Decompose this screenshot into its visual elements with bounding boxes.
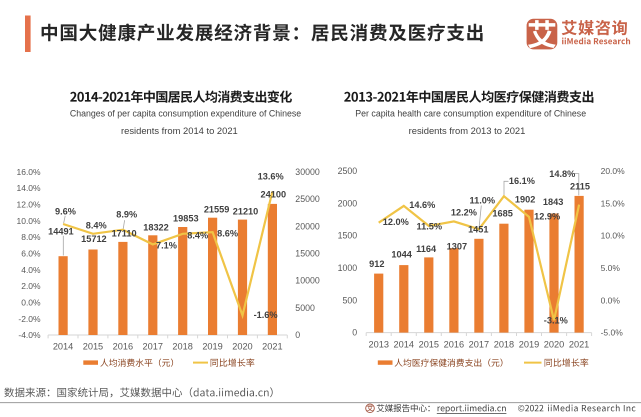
svg-text:1164: 1164: [416, 244, 437, 254]
svg-text:24100: 24100: [261, 190, 287, 200]
svg-text:6.0%: 6.0%: [21, 249, 41, 259]
svg-text:1902: 1902: [515, 195, 535, 205]
svg-text:14.6%: 14.6%: [409, 200, 435, 210]
svg-text:16.1%: 16.1%: [509, 176, 535, 186]
svg-text:2017: 2017: [143, 341, 163, 351]
svg-text:8.6%: 8.6%: [217, 229, 238, 239]
svg-text:2018: 2018: [494, 339, 514, 349]
svg-text:0.0%: 0.0%: [21, 297, 41, 307]
svg-text:1307: 1307: [447, 242, 467, 252]
svg-text:10.0%: 10.0%: [16, 216, 41, 226]
svg-text:1044: 1044: [391, 250, 412, 260]
svg-text:2016: 2016: [113, 341, 133, 351]
svg-text:2000: 2000: [338, 198, 358, 208]
svg-text:15712: 15712: [81, 234, 107, 244]
svg-text:5.0%: 5.0%: [601, 263, 621, 273]
svg-text:7.1%: 7.1%: [156, 240, 177, 250]
svg-text:2020: 2020: [544, 339, 564, 349]
svg-text:10000: 10000: [295, 276, 320, 286]
svg-text:2015: 2015: [83, 341, 103, 351]
svg-text:1500: 1500: [338, 231, 358, 241]
svg-text:-3.1%: -3.1%: [544, 315, 568, 325]
svg-text:1843: 1843: [543, 197, 563, 207]
svg-text:13.6%: 13.6%: [258, 171, 284, 181]
svg-text:2018: 2018: [172, 341, 192, 351]
svg-text:2014: 2014: [394, 339, 414, 349]
svg-text:2021: 2021: [569, 339, 589, 349]
svg-text:4.0%: 4.0%: [21, 265, 41, 275]
svg-text:8.0%: 8.0%: [21, 232, 41, 242]
svg-text:14491: 14491: [48, 227, 74, 237]
svg-text:2500: 2500: [338, 166, 358, 176]
svg-text:15000: 15000: [295, 249, 320, 259]
svg-text:19853: 19853: [173, 213, 199, 223]
svg-text:8.9%: 8.9%: [116, 209, 137, 219]
svg-text:11.0%: 11.0%: [470, 196, 496, 206]
svg-text:Per capita health care consump: Per capita health care consumption expen…: [355, 108, 586, 118]
svg-text:9.6%: 9.6%: [55, 207, 76, 217]
svg-text:12.9%: 12.9%: [534, 211, 560, 221]
svg-text:8.4%: 8.4%: [187, 231, 208, 241]
svg-text:residents from 2014 to 2021: residents from 2014 to 2021: [121, 125, 238, 136]
svg-text:2.0%: 2.0%: [21, 281, 41, 291]
svg-text:-2.0%: -2.0%: [18, 314, 41, 324]
svg-text:14.0%: 14.0%: [16, 183, 41, 193]
svg-text:2017: 2017: [469, 339, 489, 349]
svg-text:1685: 1685: [492, 208, 512, 218]
svg-text:0.0%: 0.0%: [601, 295, 621, 305]
svg-text:-4.0%: -4.0%: [18, 330, 41, 340]
svg-text:21559: 21559: [204, 205, 230, 215]
svg-text:17110: 17110: [112, 229, 137, 239]
svg-text:912: 912: [369, 259, 384, 269]
svg-text:2013: 2013: [368, 339, 388, 349]
svg-text:500: 500: [343, 295, 358, 305]
svg-text:residents from 2013 to 2021: residents from 2013 to 2021: [409, 125, 526, 136]
svg-text:12.0%: 12.0%: [383, 217, 409, 227]
svg-text:10.0%: 10.0%: [601, 231, 626, 241]
svg-text:20.0%: 20.0%: [601, 166, 626, 176]
svg-text:2015: 2015: [419, 339, 439, 349]
svg-text:15.0%: 15.0%: [601, 198, 626, 208]
svg-text:0: 0: [352, 328, 357, 338]
svg-text:16.0%: 16.0%: [16, 167, 41, 177]
svg-text:2019: 2019: [519, 339, 539, 349]
svg-text:2016: 2016: [444, 339, 464, 349]
svg-text:2021: 2021: [262, 341, 282, 351]
svg-text:2115: 2115: [570, 182, 590, 192]
svg-text:11.5%: 11.5%: [417, 222, 443, 232]
svg-text:14.8%: 14.8%: [549, 169, 575, 179]
svg-text:12.0%: 12.0%: [16, 200, 41, 210]
svg-text:1000: 1000: [338, 263, 358, 273]
svg-text:12.2%: 12.2%: [451, 208, 477, 218]
svg-text:8.4%: 8.4%: [86, 221, 107, 231]
svg-text:5000: 5000: [295, 303, 315, 313]
svg-text:2019: 2019: [202, 341, 222, 351]
svg-text:-1.6%: -1.6%: [254, 310, 278, 320]
svg-text:-5.0%: -5.0%: [601, 328, 624, 338]
svg-text:Changes of per capita consumpt: Changes of per capita consumption expend…: [70, 108, 301, 118]
svg-text:21210: 21210: [233, 207, 259, 217]
svg-text:2020: 2020: [232, 341, 252, 351]
svg-text:20000: 20000: [295, 221, 320, 231]
svg-text:30000: 30000: [295, 167, 320, 177]
svg-text:2014: 2014: [53, 341, 73, 351]
svg-text:25000: 25000: [295, 194, 320, 204]
svg-text:0: 0: [295, 330, 300, 340]
svg-text:1451: 1451: [468, 225, 488, 235]
svg-text:18322: 18322: [143, 223, 169, 233]
